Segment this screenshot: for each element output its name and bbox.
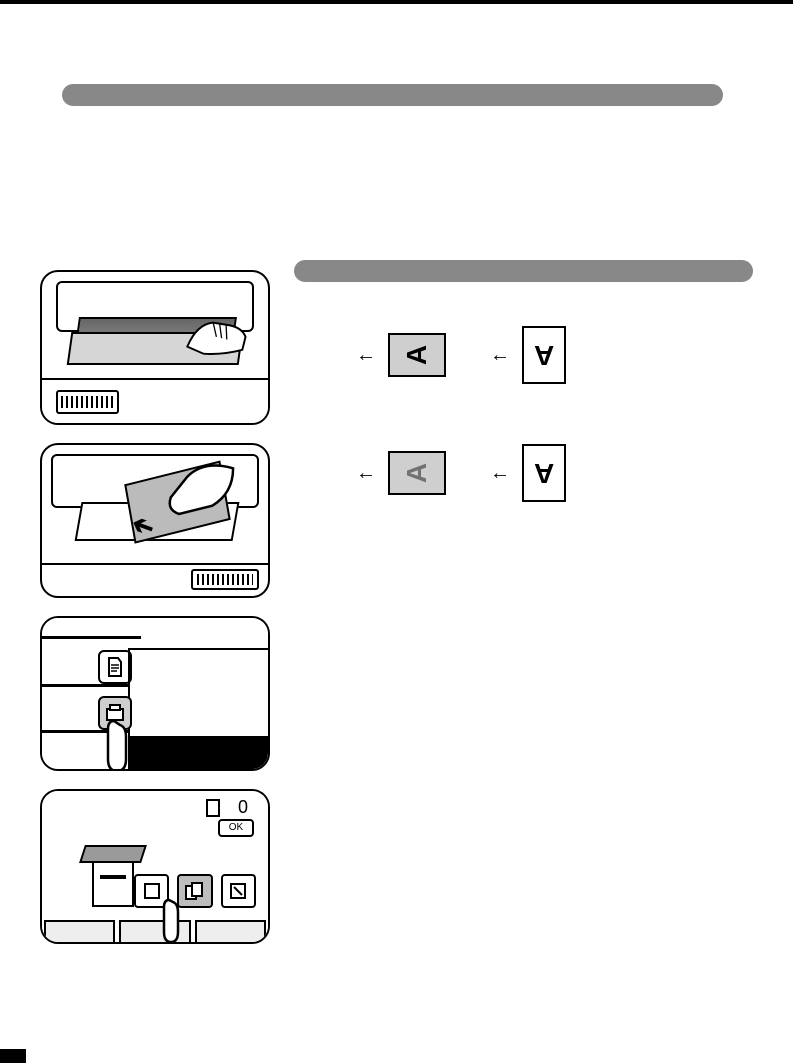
original-landscape-face-down-icon: A bbox=[388, 333, 446, 377]
original-count-icon bbox=[206, 799, 220, 817]
figure-insert-sheet: ➔ bbox=[40, 443, 270, 598]
body-row: ➔ bbox=[40, 124, 753, 944]
content-area: ➔ bbox=[40, 4, 753, 944]
softkey-2[interactable] bbox=[177, 874, 212, 908]
letter-glyph: A bbox=[401, 345, 433, 365]
finger-press-icon bbox=[160, 898, 182, 944]
hand-icon bbox=[178, 311, 255, 356]
softkey-3[interactable] bbox=[221, 874, 256, 908]
orientation-cell: ← A bbox=[490, 326, 566, 384]
feed-arrow-icon: ← bbox=[490, 345, 510, 365]
softkey-row bbox=[134, 870, 256, 908]
figure-panel-keys bbox=[40, 616, 270, 771]
orientation-cell: ← A bbox=[490, 444, 566, 502]
figure-adf-guides bbox=[40, 270, 270, 425]
page: ➔ bbox=[0, 0, 793, 1063]
orientation-block: ← A ← A bbox=[294, 326, 753, 502]
section-title-bar bbox=[62, 84, 723, 106]
finger-press-icon bbox=[104, 719, 130, 771]
hand-icon bbox=[146, 460, 245, 526]
right-column: ← A ← A bbox=[294, 124, 753, 944]
original-portrait-face-down-icon: A bbox=[522, 326, 566, 384]
feed-arrow-icon: ← bbox=[490, 463, 510, 483]
letter-glyph: A bbox=[401, 463, 433, 483]
page-edge-tab bbox=[0, 1049, 26, 1063]
figure-lcd-screen: 0 OK bbox=[40, 789, 270, 944]
figure-column: ➔ bbox=[40, 270, 270, 944]
orientation-cell: ← A bbox=[356, 451, 446, 495]
original-count-value: 0 bbox=[238, 797, 248, 818]
feed-arrow-icon: ← bbox=[356, 345, 376, 365]
orientation-row-face-down: ← A ← A bbox=[356, 326, 753, 384]
orientation-cell: ← A bbox=[356, 333, 446, 377]
ok-button[interactable]: OK bbox=[218, 819, 254, 837]
feed-arrow-icon: ← bbox=[356, 463, 376, 483]
screen-tabs bbox=[42, 920, 268, 942]
orientation-row-face-up: ← A ← A bbox=[356, 444, 753, 502]
subsection-bar bbox=[294, 260, 753, 282]
letter-glyph: A bbox=[534, 339, 554, 371]
letter-glyph: A bbox=[534, 457, 554, 489]
original-portrait-face-up-icon: A bbox=[522, 444, 566, 502]
screen-tab[interactable] bbox=[195, 920, 266, 942]
original-landscape-face-up-icon: A bbox=[388, 451, 446, 495]
document-mode-key-icon bbox=[98, 650, 132, 684]
screen-tab[interactable] bbox=[44, 920, 115, 942]
